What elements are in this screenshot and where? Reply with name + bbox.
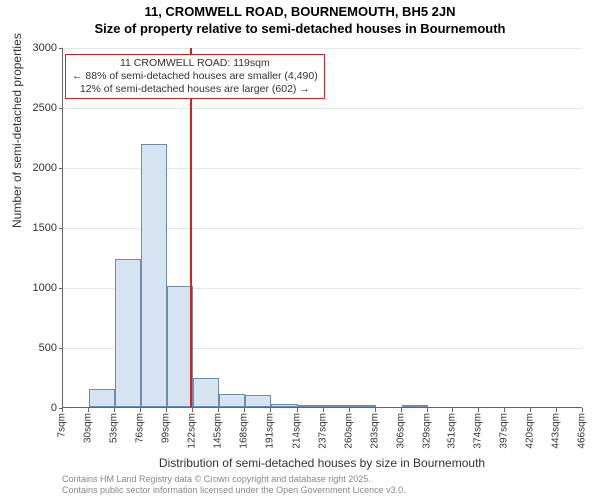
x-tick-label: 214sqm <box>291 413 302 449</box>
y-tick-label: 3000 <box>17 42 57 54</box>
y-tick-label: 2000 <box>17 162 57 174</box>
x-tick-label: 420sqm <box>524 413 535 449</box>
property-marker-line <box>190 48 192 407</box>
histogram-bar <box>402 405 428 407</box>
x-tick-label: 397sqm <box>498 413 509 449</box>
x-tick-label: 99sqm <box>161 413 172 443</box>
histogram-bar <box>141 144 167 407</box>
x-tick-label: 53sqm <box>109 413 120 443</box>
histogram-bar <box>219 394 245 407</box>
footer-line-1: Contains HM Land Registry data © Crown c… <box>62 474 406 485</box>
x-tick-label: 122sqm <box>187 413 198 449</box>
histogram-bar <box>245 395 271 407</box>
histogram-bar <box>193 378 219 407</box>
histogram-bar <box>298 405 324 407</box>
x-tick-label: 283sqm <box>369 413 380 449</box>
x-tick-label: 191sqm <box>265 413 276 449</box>
x-tick-label: 7sqm <box>57 413 68 437</box>
x-axis-label: Distribution of semi-detached houses by … <box>62 456 582 470</box>
footer-line-2: Contains public sector information licen… <box>62 485 406 496</box>
y-axis-label: Number of semi-detached properties <box>10 33 24 228</box>
x-tick-label: 351sqm <box>446 413 457 449</box>
histogram-bar <box>350 405 376 407</box>
y-tick-label: 2500 <box>17 102 57 114</box>
annotation-line: 12% of semi-detached houses are larger (… <box>72 83 318 96</box>
histogram-bar <box>271 404 297 407</box>
x-tick-label: 168sqm <box>239 413 250 449</box>
x-tick-label: 260sqm <box>343 413 354 449</box>
x-tick-label: 76sqm <box>135 413 146 443</box>
x-tick-label: 443sqm <box>550 413 561 449</box>
address-title: 11, CROMWELL ROAD, BOURNEMOUTH, BH5 2JN <box>0 4 600 19</box>
x-tick-label: 329sqm <box>421 413 432 449</box>
header: 11, CROMWELL ROAD, BOURNEMOUTH, BH5 2JN … <box>0 4 600 36</box>
annotation-box: 11 CROMWELL ROAD: 119sqm← 88% of semi-de… <box>65 54 325 99</box>
y-tick-label: 1000 <box>17 282 57 294</box>
y-tick-label: 500 <box>17 342 57 354</box>
x-tick-label: 466sqm <box>577 413 588 449</box>
annotation-line: ← 88% of semi-detached houses are smalle… <box>72 70 318 83</box>
x-tick-label: 374sqm <box>472 413 483 449</box>
x-tick-label: 237sqm <box>317 413 328 449</box>
plot-area: 05001000150020002500300011 CROMWELL ROAD… <box>62 48 582 408</box>
x-tick-label: 30sqm <box>83 413 94 443</box>
plot-region: 05001000150020002500300011 CROMWELL ROAD… <box>62 48 582 408</box>
histogram-bar <box>115 259 141 407</box>
annotation-line: 11 CROMWELL ROAD: 119sqm <box>72 57 318 70</box>
subtitle: Size of property relative to semi-detach… <box>0 21 600 36</box>
x-tick-label: 145sqm <box>213 413 224 449</box>
y-tick-label: 0 <box>17 402 57 414</box>
histogram-bar <box>324 405 350 407</box>
y-tick-label: 1500 <box>17 222 57 234</box>
histogram-bar <box>89 389 115 407</box>
x-tick-label: 306sqm <box>395 413 406 449</box>
footer: Contains HM Land Registry data © Crown c… <box>62 474 406 496</box>
